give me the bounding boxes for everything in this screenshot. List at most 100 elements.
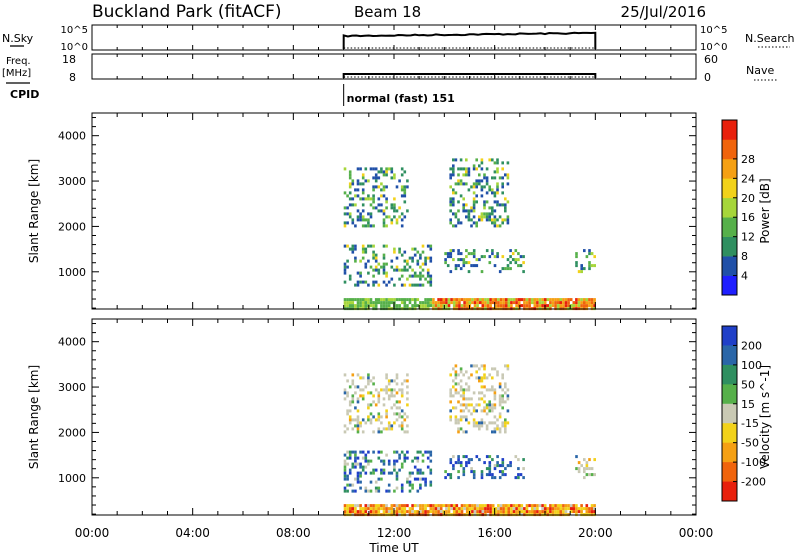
echo-cell — [400, 465, 404, 469]
echo-cell — [343, 212, 347, 216]
echo-cell — [408, 265, 412, 269]
echo-cell — [496, 188, 499, 192]
echo-cell — [416, 450, 420, 454]
nave-tick-bottom: 0 — [704, 71, 711, 84]
echo-cell — [367, 489, 370, 493]
echo-cell — [390, 265, 394, 269]
echo-cell — [380, 450, 383, 454]
echo-cell — [424, 507, 427, 511]
echo-cell — [361, 244, 365, 248]
echo-cell — [462, 409, 465, 413]
echo-cell — [452, 188, 455, 192]
echo-cell — [457, 455, 460, 459]
echo-cell — [356, 209, 360, 213]
echo-cell — [465, 430, 468, 434]
echo-cell — [359, 424, 362, 428]
echo-cell — [496, 185, 499, 189]
echo-cell — [367, 224, 370, 228]
echo-cell — [549, 301, 552, 305]
echo-cell — [520, 304, 524, 308]
echo-cell — [462, 470, 466, 474]
echo-cell — [364, 459, 368, 463]
echo-cell — [390, 471, 394, 475]
echo-cell — [382, 397, 386, 401]
echo-cell — [419, 301, 422, 305]
time-axis: 00:00 04:00 08:00 12:00 16:00 20:00 00:00 — [75, 526, 714, 540]
echo-cell — [449, 197, 452, 201]
echo-cell — [398, 415, 401, 419]
echo-cell — [382, 244, 386, 248]
echo-cell — [354, 203, 357, 207]
echo-cell — [501, 191, 504, 195]
echo-cell — [496, 255, 499, 259]
echo-cell — [484, 510, 487, 514]
echo-cell — [580, 504, 583, 508]
colorbar-segment — [722, 364, 737, 385]
echo-cell — [475, 364, 478, 368]
echo-cell — [504, 400, 507, 404]
echo-cell — [478, 179, 481, 183]
echo-cell — [346, 221, 349, 225]
echo-cell — [569, 507, 573, 511]
echo-cell — [348, 212, 352, 216]
echo-cell — [454, 158, 458, 162]
echo-cell — [382, 253, 386, 257]
echo-cell — [361, 188, 365, 192]
echo-cell — [507, 507, 511, 511]
echo-cell — [356, 385, 360, 389]
echo-cell — [395, 382, 399, 386]
echo-cell — [395, 486, 399, 490]
echo-cell — [498, 403, 502, 407]
echo-cell — [408, 474, 412, 478]
echo-cell — [398, 507, 401, 511]
echo-cell — [382, 459, 386, 463]
echo-cell — [395, 474, 399, 478]
echo-cell — [465, 418, 468, 422]
echo-cell — [551, 504, 555, 508]
echo-cell — [458, 507, 461, 511]
echo-cell — [372, 256, 375, 260]
echo-cell — [496, 427, 499, 431]
echo-cell — [506, 264, 510, 268]
echo-cell — [387, 489, 391, 493]
colorbar-tick-label: -15 — [741, 417, 759, 430]
echo-cell — [493, 255, 497, 259]
echo-cell — [374, 403, 378, 407]
echo-cell — [369, 504, 373, 508]
echo-cell — [522, 255, 525, 259]
echo-cell — [452, 406, 455, 410]
echo-cell — [551, 304, 555, 308]
echo-cell — [498, 215, 502, 219]
echo-cell — [419, 271, 422, 275]
echo-cell — [462, 430, 465, 434]
echo-cell — [449, 185, 452, 189]
echo-cell — [351, 250, 355, 254]
echo-cell — [369, 510, 373, 514]
echo-cell — [463, 504, 466, 508]
echo-cell — [372, 510, 375, 514]
echo-cell — [507, 510, 511, 514]
echo-cell — [497, 510, 500, 514]
echo-cell — [465, 249, 468, 253]
echo-cell — [346, 462, 349, 466]
echo-cell — [369, 507, 373, 511]
echo-cell — [343, 459, 347, 463]
echo-cell — [506, 409, 510, 413]
echo-cell — [470, 364, 473, 368]
echo-cell — [406, 450, 409, 454]
echo-cell — [467, 167, 471, 171]
echo-cell — [475, 185, 478, 189]
echo-cell — [432, 304, 435, 308]
echo-cell — [484, 298, 487, 302]
echo-cell — [496, 218, 499, 222]
echo-cell — [485, 179, 489, 183]
echo-cell — [351, 382, 355, 386]
echo-cell — [413, 304, 417, 308]
echo-cell — [406, 397, 409, 401]
echo-cell — [517, 298, 521, 302]
echo-cell — [501, 461, 505, 465]
echo-cell — [470, 252, 473, 256]
echo-cell — [364, 197, 368, 201]
echo-cell — [452, 249, 455, 253]
echo-cell — [377, 283, 381, 287]
